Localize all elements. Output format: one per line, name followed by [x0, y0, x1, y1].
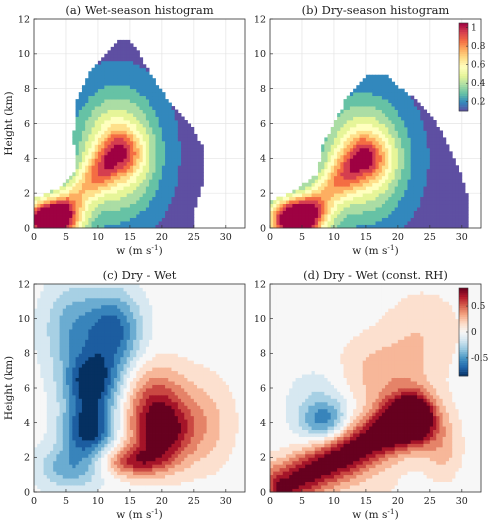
x-tick-label: 5	[299, 496, 305, 507]
colorbar-tick-label: -0.5	[471, 354, 489, 364]
y-tick-label: 12	[254, 14, 266, 25]
y-axis-label: Height (km)	[3, 356, 15, 420]
x-axis-label: w (m s-1)	[352, 507, 399, 521]
x-tick-label: 15	[360, 232, 372, 243]
x-tick-label: 30	[220, 496, 232, 507]
x-tick-label: 10	[328, 232, 340, 243]
colorbar-tick-label: 0.6	[471, 61, 486, 71]
x-tick-label: 20	[156, 496, 168, 507]
x-tick-label: 15	[360, 496, 372, 507]
colorbar-tick-label: 1	[471, 24, 477, 34]
y-tick-label: 8	[24, 349, 30, 360]
panel-a: 0 5 10 15 20 25 30 0 2 4 6 8 10 12 (a) Wet-season hist…	[3, 3, 246, 257]
y-tick-label: 10	[18, 49, 30, 60]
y-tick-label: 10	[254, 314, 266, 325]
colorbar-tick-label: 0.5	[471, 302, 486, 312]
panel-title: (d) Dry - Wet (const. RH)	[303, 268, 448, 282]
panel-c: 0 5 10 15 20 25 30 0 2 4 6 8 10 12 (c) Dry - Wet w (m s…	[3, 268, 246, 521]
x-tick-label: 5	[63, 496, 69, 507]
y-tick-label: 8	[24, 84, 30, 95]
y-tick-label: 8	[260, 84, 266, 95]
x-tick-label: 10	[328, 496, 340, 507]
x-tick-label: 30	[456, 496, 468, 507]
x-tick-label: 0	[267, 496, 273, 507]
panel-d: 0 5 10 15 20 25 30 0 2 4 6 8 10 12 (d) Dry - Wet (cons…	[254, 268, 489, 521]
y-tick-label: 6	[24, 119, 30, 130]
x-tick-label: 15	[124, 496, 136, 507]
panel-title: (b) Dry-season histogram	[302, 3, 450, 17]
x-tick-label: 25	[424, 232, 436, 243]
x-tick-label: 25	[188, 496, 200, 507]
colorbar-tick-label: 0.2	[471, 98, 485, 108]
contour-field	[34, 39, 204, 229]
x-tick-label: 10	[92, 496, 104, 507]
colorbar-tick-label: 0.8	[471, 42, 486, 52]
x-tick-label: 30	[220, 232, 232, 243]
x-axis-label: w (m s-1)	[116, 243, 163, 257]
y-tick-label: 6	[260, 119, 266, 130]
panel-title: (c) Dry - Wet	[103, 268, 177, 282]
y-tick-label: 2	[260, 453, 266, 464]
y-tick-label: 6	[260, 383, 266, 394]
contour-field	[270, 74, 469, 229]
x-tick-label: 10	[92, 232, 104, 243]
y-tick-label: 4	[260, 154, 266, 165]
y-tick-label: 6	[24, 383, 30, 394]
x-tick-label: 15	[124, 232, 136, 243]
y-tick-label: 4	[260, 418, 266, 429]
contour-field	[270, 284, 482, 493]
x-tick-label: 20	[392, 232, 404, 243]
y-tick-label: 8	[260, 349, 266, 360]
y-tick-label: 4	[24, 154, 30, 165]
y-tick-label: 2	[260, 188, 266, 199]
x-tick-label: 30	[456, 232, 468, 243]
y-tick-label: 12	[254, 279, 266, 290]
x-tick-label: 25	[424, 496, 436, 507]
contour-field	[34, 284, 246, 493]
panel-b: 0 5 10 15 20 25 30 0 2 4 6 8 10 12 (b) Dry-season hist…	[254, 3, 486, 257]
y-tick-label: 10	[18, 314, 30, 325]
x-tick-label: 5	[63, 232, 69, 243]
x-tick-label: 0	[31, 232, 37, 243]
colorbar: -0.5 0 0.5	[458, 287, 489, 377]
colorbar-tick-label: 0.4	[471, 79, 486, 89]
x-tick-label: 20	[156, 232, 168, 243]
y-tick-label: 4	[24, 418, 30, 429]
y-tick-label: 0	[24, 487, 30, 498]
y-tick-label: 12	[18, 279, 30, 290]
y-tick-label: 10	[254, 49, 266, 60]
y-tick-label: 2	[24, 453, 30, 464]
x-tick-label: 0	[267, 232, 273, 243]
colorbar-tick-label: 0	[471, 328, 477, 338]
x-axis-label: w (m s-1)	[116, 507, 163, 521]
x-tick-label: 5	[299, 232, 305, 243]
y-axis-label: Height (km)	[3, 91, 15, 155]
x-tick-label: 25	[188, 232, 200, 243]
colorbar: 0.2 0.4 0.6 0.8 1	[458, 22, 486, 112]
x-axis-label: w (m s-1)	[352, 243, 399, 257]
y-tick-label: 0	[24, 223, 30, 234]
y-tick-label: 0	[260, 223, 266, 234]
panel-title: (a) Wet-season histogram	[65, 3, 213, 17]
y-tick-label: 0	[260, 487, 266, 498]
x-tick-label: 0	[31, 496, 37, 507]
x-tick-label: 20	[392, 496, 404, 507]
y-tick-label: 2	[24, 188, 30, 199]
y-tick-label: 12	[18, 14, 30, 25]
